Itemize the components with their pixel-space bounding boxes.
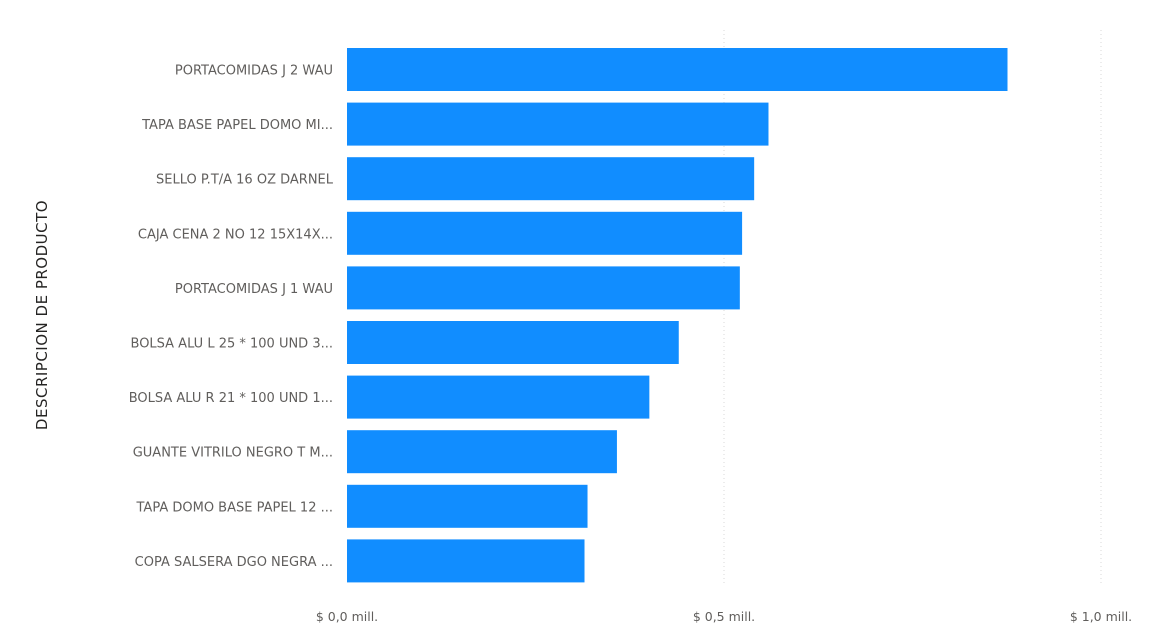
bar[interactable] <box>347 430 617 474</box>
bar[interactable] <box>347 211 743 255</box>
category-label: COPA SALSERA DGO NEGRA ... <box>135 555 333 570</box>
x-axis-tick-labels: $ 0,0 mill. $ 0,5 mill. $ 1,0 mill. <box>316 609 1132 624</box>
category-label: BOLSA ALU L 25 * 100 UND 3... <box>131 337 334 352</box>
bars <box>347 48 1008 583</box>
x-tick-label: $ 1,0 mill. <box>1070 609 1132 624</box>
bar[interactable] <box>347 321 679 364</box>
category-label: PORTACOMIDAS J 2 WAU <box>175 64 333 79</box>
category-label: TAPA BASE PAPEL DOMO MI... <box>141 118 333 133</box>
category-label: GUANTE VITRILO NEGRO T M... <box>133 446 333 461</box>
category-labels: PORTACOMIDAS J 2 WAU TAPA BASE PAPEL DOMO… <box>129 64 334 570</box>
bar[interactable] <box>347 539 585 583</box>
category-label: SELLO P.T/A 16 OZ DARNEL <box>156 173 334 188</box>
bar[interactable] <box>347 266 740 310</box>
category-label: CAJA CENA 2 NO 12 15X14X... <box>138 227 333 242</box>
category-label: PORTACOMIDAS J 1 WAU <box>175 282 333 297</box>
bar[interactable] <box>347 375 650 419</box>
category-label: TAPA DOMO BASE PAPEL 12 ... <box>136 500 334 515</box>
bar[interactable] <box>347 48 1008 91</box>
category-label: BOLSA ALU R 21 * 100 UND 1... <box>129 391 333 406</box>
bar[interactable] <box>347 157 755 201</box>
bar[interactable] <box>347 102 769 146</box>
x-tick-label: $ 0,0 mill. <box>316 609 378 624</box>
y-axis-title: DESCRIPCION DE PRODUCTO <box>33 200 51 430</box>
x-tick-label: $ 0,5 mill. <box>693 609 755 624</box>
gridlines <box>723 30 1102 583</box>
bar[interactable] <box>347 484 588 528</box>
